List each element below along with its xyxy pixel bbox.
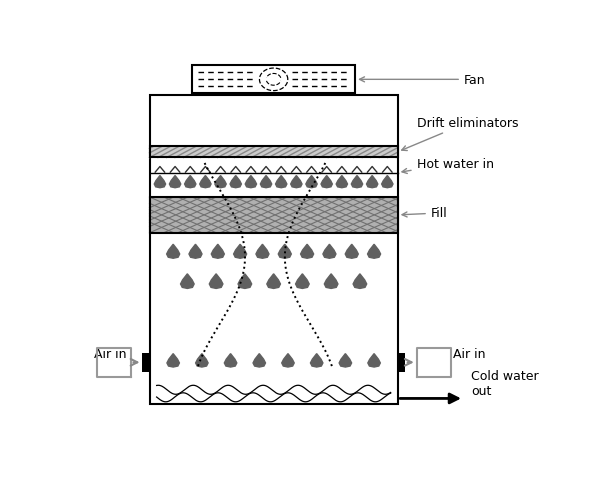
Text: Air in: Air in: [453, 347, 486, 361]
Polygon shape: [310, 354, 323, 367]
Polygon shape: [256, 245, 269, 259]
Polygon shape: [209, 274, 223, 289]
Polygon shape: [199, 176, 211, 188]
Polygon shape: [260, 176, 271, 188]
Polygon shape: [189, 245, 202, 259]
Polygon shape: [301, 245, 314, 259]
Polygon shape: [185, 176, 196, 188]
Polygon shape: [296, 274, 309, 289]
Polygon shape: [170, 176, 181, 188]
Polygon shape: [306, 176, 317, 188]
Bar: [149, 96, 398, 404]
Text: Fill: Fill: [402, 207, 448, 220]
Bar: [149, 198, 398, 233]
Text: Fan: Fan: [359, 74, 486, 87]
Polygon shape: [278, 245, 292, 259]
Polygon shape: [211, 245, 224, 259]
Bar: [398, 353, 405, 372]
Bar: [149, 147, 398, 158]
Text: Air in: Air in: [94, 347, 127, 361]
Polygon shape: [267, 274, 281, 289]
Polygon shape: [238, 274, 252, 289]
Polygon shape: [291, 176, 302, 188]
Polygon shape: [325, 274, 338, 289]
Polygon shape: [230, 176, 242, 188]
Polygon shape: [276, 176, 287, 188]
Polygon shape: [351, 176, 363, 188]
Bar: [143, 353, 149, 372]
Bar: [149, 147, 398, 158]
Polygon shape: [339, 354, 351, 367]
Polygon shape: [367, 176, 378, 188]
Polygon shape: [321, 176, 332, 188]
Polygon shape: [345, 245, 358, 259]
Polygon shape: [245, 176, 257, 188]
Polygon shape: [323, 245, 336, 259]
Polygon shape: [224, 354, 237, 367]
Polygon shape: [181, 274, 194, 289]
Bar: [149, 198, 398, 233]
Polygon shape: [167, 245, 180, 259]
Polygon shape: [215, 176, 226, 188]
Polygon shape: [368, 245, 381, 259]
Text: Hot water in: Hot water in: [402, 157, 493, 174]
Polygon shape: [196, 354, 208, 367]
Polygon shape: [353, 274, 367, 289]
Polygon shape: [154, 176, 165, 188]
Polygon shape: [234, 245, 246, 259]
Polygon shape: [368, 354, 380, 367]
Text: Drift eliminators: Drift eliminators: [402, 117, 518, 151]
Polygon shape: [336, 176, 348, 188]
Polygon shape: [382, 176, 393, 188]
Bar: [192, 66, 355, 94]
Polygon shape: [167, 354, 179, 367]
Polygon shape: [253, 354, 265, 367]
Text: Cold water
out: Cold water out: [471, 369, 539, 397]
Polygon shape: [282, 354, 294, 367]
